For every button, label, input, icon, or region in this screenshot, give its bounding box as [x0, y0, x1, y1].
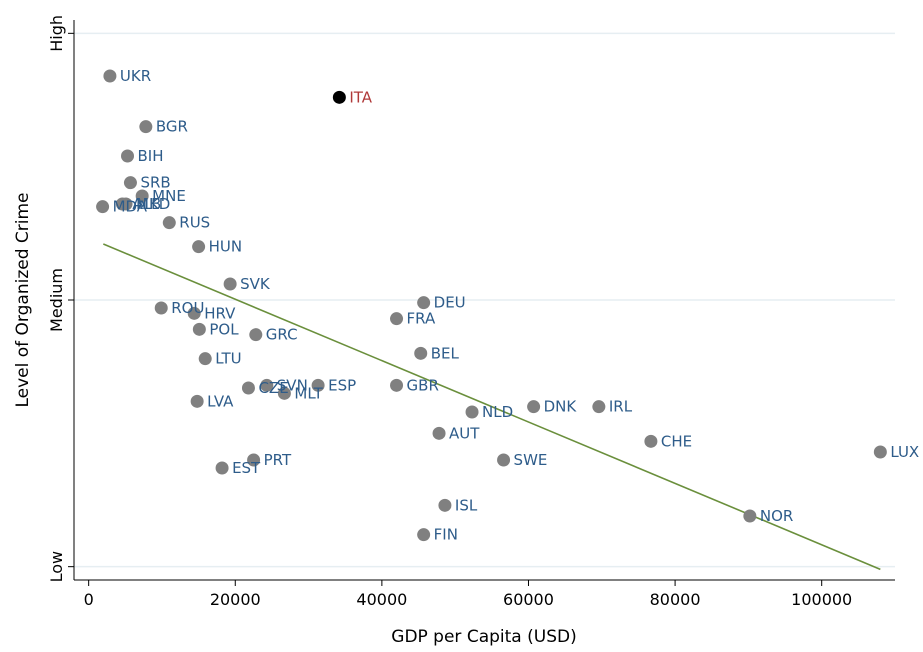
point-mne [135, 189, 149, 203]
x-tick-label-3: 60000 [503, 590, 554, 609]
point-label-isl: ISL [455, 496, 478, 514]
point-label-est: EST [232, 459, 261, 477]
point-hun [192, 240, 206, 254]
point-bgr [139, 120, 153, 134]
point-dnk [527, 400, 541, 414]
point-label-irl: IRL [609, 398, 633, 416]
point-label-bgr: BGR [156, 118, 188, 136]
point-nld [465, 405, 479, 419]
point-label-prt: PRT [264, 451, 292, 469]
point-fra [390, 312, 404, 326]
x-tick-label-1: 20000 [210, 590, 261, 609]
y-tick-label-0: Low [47, 551, 66, 583]
point-grc [249, 328, 263, 342]
point-rus [162, 216, 176, 230]
point-lux [873, 445, 887, 459]
point-gbr [390, 378, 404, 392]
x-tick-label-4: 80000 [650, 590, 701, 609]
point-label-ukr: UKR [120, 67, 151, 85]
point-label-srb: SRB [140, 174, 170, 192]
point-label-gbr: GBR [407, 376, 439, 394]
gridlines [74, 32, 895, 568]
point-label-grc: GRC [266, 326, 298, 344]
y-tick-label-1: Medium [47, 268, 66, 332]
point-svn [260, 378, 274, 392]
data-points [96, 69, 887, 542]
point-label-nor: NOR [760, 507, 793, 525]
point-esp [311, 378, 325, 392]
axis-ticks: Low Medium High 0 20000 40000 60000 80000 100000 [47, 15, 852, 609]
point-aut [432, 426, 446, 440]
point-prt [247, 453, 261, 467]
point-label-hrv: HRV [204, 304, 236, 322]
x-tick-label-2: 40000 [356, 590, 407, 609]
point-est [215, 461, 229, 475]
point-bih [121, 149, 135, 163]
point-isl [438, 498, 452, 512]
point-label-fra: FRA [407, 310, 436, 328]
point-label-hun: HUN [209, 238, 242, 256]
point-label-rus: RUS [179, 214, 210, 232]
point-label-bel: BEL [431, 344, 460, 362]
point-ukr [103, 69, 117, 83]
point-svk [223, 277, 237, 291]
point-label-deu: DEU [434, 294, 466, 312]
point-rou [154, 301, 168, 315]
point-label-lva: LVA [207, 392, 234, 410]
y-tick-label-2: High [47, 15, 66, 52]
point-deu [417, 296, 431, 310]
point-label-rou: ROU [171, 299, 204, 317]
point-label-dnk: DNK [544, 398, 578, 416]
point-label-lux: LUX [890, 443, 919, 461]
x-tick-label-0: 0 [84, 590, 94, 609]
point-label-fin: FIN [434, 526, 458, 544]
point-irl [592, 400, 606, 414]
point-hrv [187, 306, 201, 320]
point-label-svn: SVN [277, 376, 308, 394]
point-label-mkd: MKD [136, 195, 170, 213]
point-che [644, 434, 658, 448]
point-label-mlt: MLT [294, 384, 323, 402]
point-nor [743, 509, 757, 523]
point-label-svk: SVK [240, 275, 271, 293]
point-label-swe: SWE [514, 451, 548, 469]
point-label-ita: ITA [349, 88, 372, 106]
x-axis-title: GDP per Capita (USD) [391, 627, 576, 647]
point-srb [123, 176, 137, 190]
point-label-aut: AUT [449, 424, 480, 442]
point-mlt [277, 386, 291, 400]
point-label-mda: MDA [113, 198, 148, 216]
point-label-mne: MNE [152, 187, 186, 205]
point-label-cze: CZE [258, 379, 288, 397]
point-label-ltu: LTU [215, 350, 241, 368]
point-label-bih: BIH [138, 147, 164, 165]
point-mda [96, 200, 110, 214]
point-pol [192, 322, 206, 336]
point-lva [190, 394, 204, 408]
point-swe [497, 453, 511, 467]
point-ita [332, 90, 346, 104]
point-label-che: CHE [661, 432, 692, 450]
point-ltu [198, 352, 212, 366]
point-alb [115, 197, 129, 211]
point-label-pol: POL [209, 320, 239, 338]
y-axis-title: Level of Organized Crime [13, 192, 33, 407]
point-label-nld: NLD [482, 403, 513, 421]
point-fin [417, 528, 431, 542]
point-label-esp: ESP [328, 376, 356, 394]
x-tick-label-5: 100000 [791, 590, 852, 609]
point-label-alb: ALB [132, 195, 161, 213]
point-bel [414, 346, 428, 360]
point-cze [241, 381, 255, 395]
